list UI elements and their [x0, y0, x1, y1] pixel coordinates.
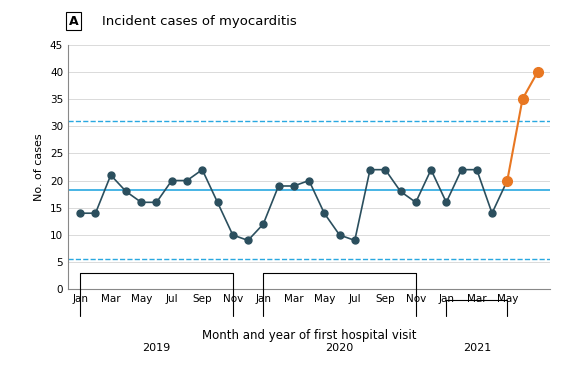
Y-axis label: No. of cases: No. of cases	[35, 133, 44, 201]
Text: A: A	[69, 15, 78, 28]
Text: 2019: 2019	[142, 343, 171, 353]
Text: 2021: 2021	[463, 343, 491, 353]
Text: 2020: 2020	[325, 343, 354, 353]
X-axis label: Month and year of first hospital visit: Month and year of first hospital visit	[202, 329, 416, 342]
Text: Incident cases of myocarditis: Incident cases of myocarditis	[102, 15, 297, 28]
